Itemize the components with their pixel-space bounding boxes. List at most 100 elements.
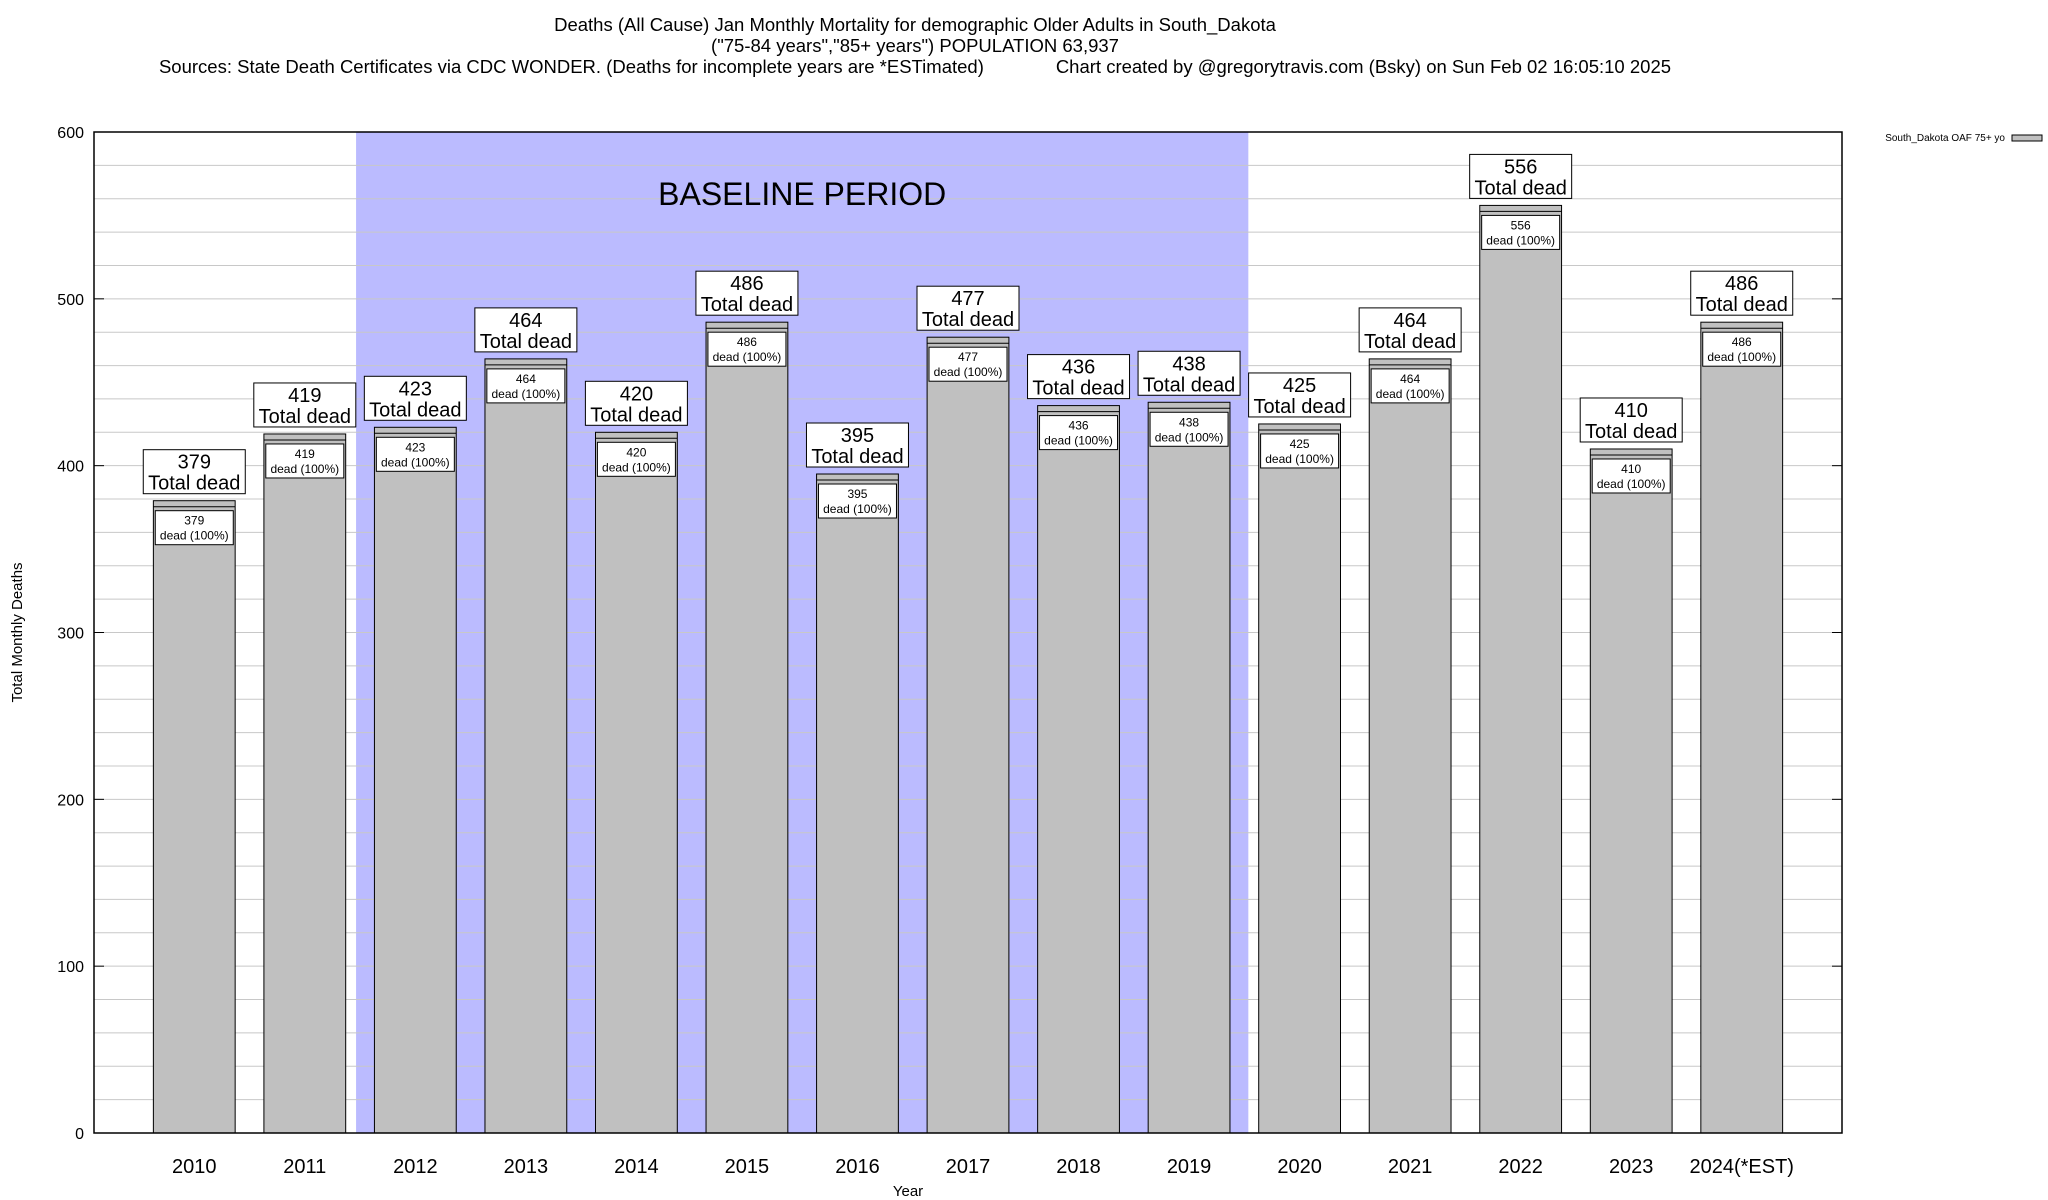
bar [152,500,236,1134]
inner-label-text: dead (100%) [602,460,671,474]
bar [1700,321,1784,1134]
inner-label-box [375,436,455,472]
chart-subtitle: ("75-84 years","85+ years") POPULATION 6… [711,35,1119,56]
top-label-value: 395 [841,425,874,447]
y-tick-label: 100 [57,959,84,976]
x-tick-label: 2016 [835,1156,880,1178]
top-label-text: Total dead [369,399,461,421]
inner-label-box [596,441,676,477]
inner-label-value: 464 [1400,372,1420,386]
x-tick-label: 2010 [172,1156,217,1178]
top-label-text: Total dead [1475,177,1567,199]
inner-label-box [1039,415,1119,451]
x-tick-label: 2011 [283,1156,326,1178]
top-label-value: 410 [1615,400,1648,422]
inner-label-text: dead (100%) [934,365,1003,379]
bar [1589,448,1673,1134]
x-tick-label: 2012 [393,1156,438,1178]
x-tick-label: 2014 [614,1156,659,1178]
inner-label-text: dead (100%) [1155,430,1224,444]
inner-label-text: dead (100%) [1376,387,1445,401]
inner-label-box [1149,411,1229,447]
y-axis-label: Total Monthly Deaths [9,562,26,702]
top-label-box [1137,350,1241,396]
x-tick-label: 2019 [1167,1156,1212,1178]
inner-label-value: 464 [516,372,536,386]
top-label-text: Total dead [1696,294,1788,316]
inner-label-box [817,483,897,519]
x-tick-label: 2022 [1498,1156,1543,1178]
x-tick-label: 2018 [1056,1156,1101,1178]
inner-label-text: dead (100%) [160,529,229,543]
plot-frame [93,131,1843,1134]
inner-label-value: 410 [1621,462,1641,476]
x-tick-label: 2024(*EST) [1689,1156,1794,1178]
inner-label-text: dead (100%) [1486,233,1555,247]
bar [1037,405,1120,1134]
top-label-box [474,307,578,353]
top-label-value: 464 [509,310,542,332]
legend-swatch [2011,134,2043,142]
inner-label-text: dead (100%) [713,350,782,364]
top-label-box [253,382,357,428]
inner-label-value: 477 [958,350,978,364]
top-label-text: Total dead [259,406,351,428]
y-tick-label: 400 [57,459,84,476]
top-label-text: Total dead [1253,396,1345,418]
inner-label-value: 486 [1732,335,1752,349]
inner-label-value: 556 [1511,218,1531,232]
inner-label-box [1260,433,1340,469]
top-label-box [805,422,909,468]
top-label-box [142,449,246,495]
inner-label-value: 419 [295,447,315,461]
top-label-box [695,270,799,316]
top-label-text: Total dead [148,473,240,495]
inner-label-text: dead (100%) [270,462,339,476]
y-tick-label: 0 [75,1126,84,1143]
inner-label-box [707,331,787,367]
bar [816,473,899,1134]
top-label-value: 425 [1283,375,1316,397]
x-tick-label: 2017 [946,1156,991,1178]
bar [484,358,568,1134]
bar [705,321,789,1134]
top-label-box [1469,153,1573,199]
top-label-value: 379 [178,452,211,474]
top-label-text: Total dead [922,309,1014,331]
top-label-value: 436 [1062,357,1095,379]
chart-header: Deaths (All Cause) Jan Monthly Mortality… [0,14,1830,77]
bar [1147,401,1231,1134]
y-tick-label: 200 [57,792,84,809]
top-label-value: 477 [951,288,984,310]
inner-label-value: 425 [1290,437,1310,451]
inner-label-box [1702,331,1782,367]
baseline-label: BASELINE PERIOD [658,176,946,212]
x-tick-label: 2023 [1609,1156,1654,1178]
bar [1479,204,1563,1134]
top-label-box [1248,372,1352,418]
chart-sources: Sources: State Death Certificates via CD… [158,56,1672,77]
inner-label-text: dead (100%) [492,387,561,401]
top-label-text: Total dead [1585,421,1677,443]
top-label-text: Total dead [1364,331,1456,353]
top-label-value: 420 [620,383,653,405]
inner-label-text: dead (100%) [1044,434,1113,448]
x-tick-label: 2013 [504,1156,549,1178]
inner-label-text: dead (100%) [1265,452,1334,466]
x-axis-label: Year [893,1183,923,1200]
chart-title: Deaths (All Cause) Jan Monthly Mortality… [554,14,1276,35]
top-label-text: Total dead [480,331,572,353]
inner-label-value: 438 [1179,415,1199,429]
top-label-value: 464 [1393,310,1426,332]
y-tick-label: 300 [57,626,84,643]
top-label-text: Total dead [1032,378,1124,400]
bar [1258,423,1341,1134]
top-label-value: 438 [1172,353,1205,375]
top-label-text: Total dead [811,446,903,468]
inner-label-text: dead (100%) [823,502,892,516]
inner-label-box [1370,368,1450,404]
top-label-box [1579,397,1683,443]
top-label-value: 423 [399,378,432,400]
x-tick-label: 2021 [1388,1156,1433,1178]
